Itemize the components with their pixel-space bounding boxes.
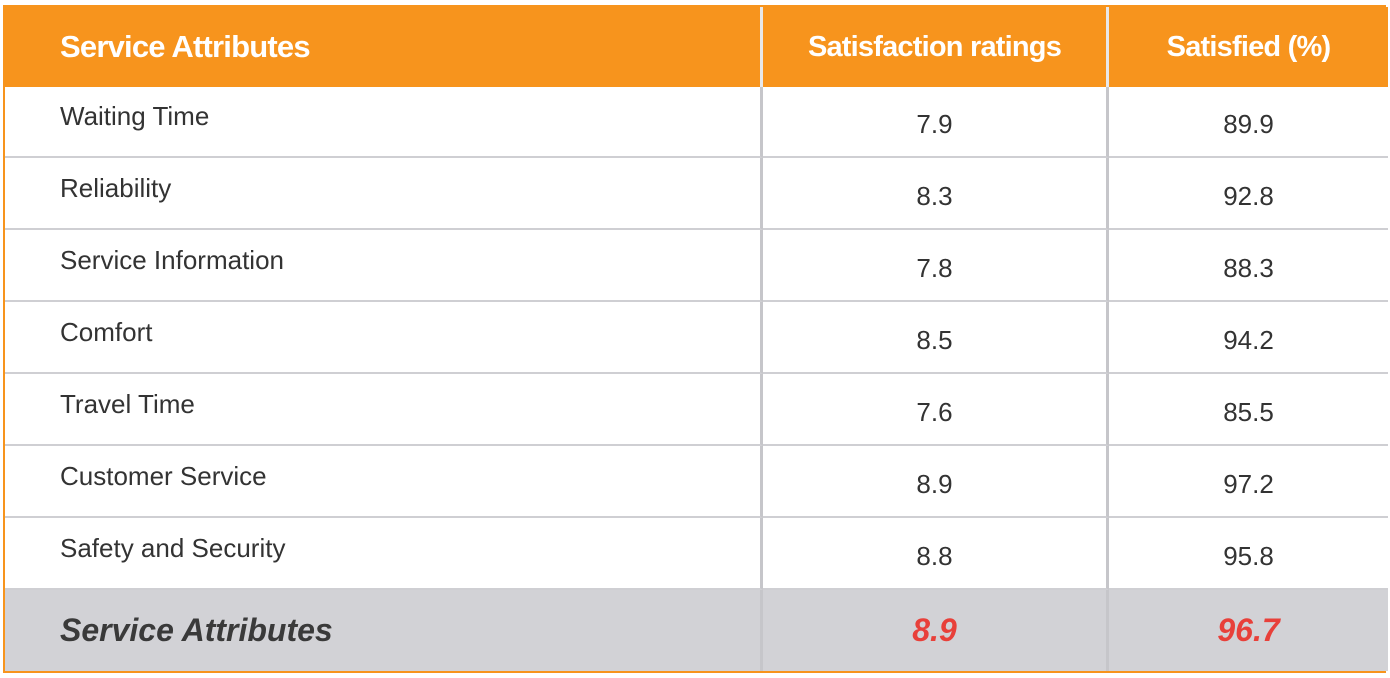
row-rating: 7.8 bbox=[763, 230, 1109, 302]
total-rating: 8.9 bbox=[763, 590, 1109, 671]
row-attribute: Customer Service bbox=[5, 446, 763, 518]
row-satisfied: 97.2 bbox=[1109, 446, 1388, 518]
row-rating: 8.5 bbox=[763, 302, 1109, 374]
header-satisfied-percent: Satisfied (%) bbox=[1109, 7, 1388, 87]
row-attribute: Service Information bbox=[5, 230, 763, 302]
row-attribute: Safety and Security bbox=[5, 518, 763, 590]
row-attribute: Reliability bbox=[5, 158, 763, 230]
row-rating: 8.8 bbox=[763, 518, 1109, 590]
satisfaction-table: Service Attributes Satisfaction ratings … bbox=[3, 5, 1388, 673]
header-satisfaction-ratings: Satisfaction ratings bbox=[763, 7, 1109, 87]
row-satisfied: 89.9 bbox=[1109, 87, 1388, 158]
header-service-attributes: Service Attributes bbox=[5, 7, 763, 87]
total-satisfied: 96.7 bbox=[1109, 590, 1388, 671]
row-satisfied: 94.2 bbox=[1109, 302, 1388, 374]
row-rating: 8.3 bbox=[763, 158, 1109, 230]
row-satisfied: 92.8 bbox=[1109, 158, 1388, 230]
row-satisfied: 88.3 bbox=[1109, 230, 1388, 302]
row-rating: 7.9 bbox=[763, 87, 1109, 158]
row-attribute: Waiting Time bbox=[5, 87, 763, 158]
row-satisfied: 95.8 bbox=[1109, 518, 1388, 590]
row-attribute: Comfort bbox=[5, 302, 763, 374]
total-attribute: Service Attributes bbox=[5, 590, 763, 671]
row-rating: 7.6 bbox=[763, 374, 1109, 446]
row-attribute: Travel Time bbox=[5, 374, 763, 446]
row-rating: 8.9 bbox=[763, 446, 1109, 518]
row-satisfied: 85.5 bbox=[1109, 374, 1388, 446]
